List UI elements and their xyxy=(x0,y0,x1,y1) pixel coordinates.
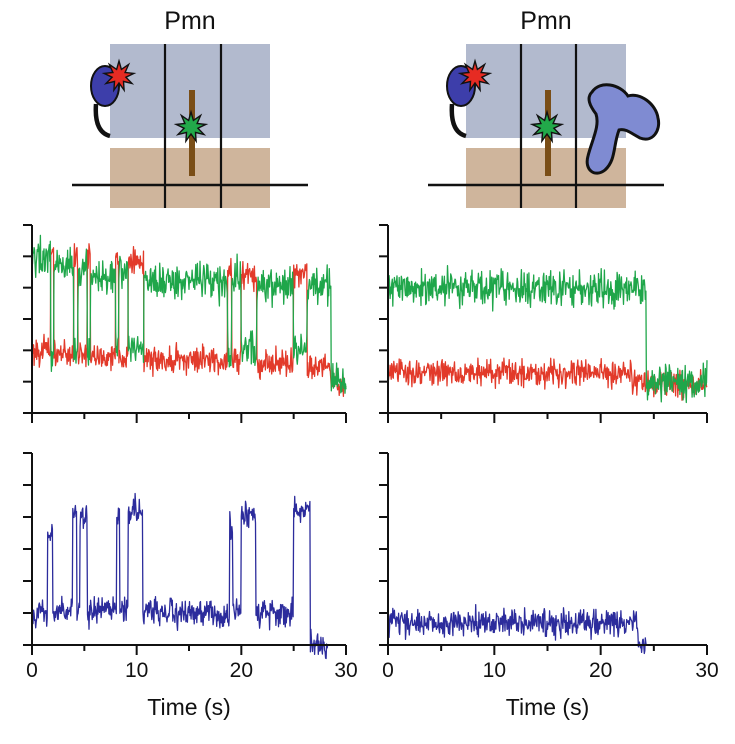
x-tick-label: 0 xyxy=(382,659,394,682)
cartoon-left: Pmn xyxy=(72,7,308,208)
series-donor-trace xyxy=(31,234,347,394)
efficiency-plot-left: 0 10 20 30 Time (s) xyxy=(23,452,358,720)
cartoon-right: Pmn xyxy=(428,7,664,208)
x-tick-label: 30 xyxy=(334,659,357,682)
x-tick-label: 10 xyxy=(125,659,148,682)
donor-star-icon xyxy=(529,109,565,144)
tether xyxy=(449,103,467,139)
x-tick-label: 30 xyxy=(695,659,718,682)
panel-right-title: Pmn xyxy=(520,7,571,35)
series-acceptor-trace xyxy=(31,243,347,397)
series-efficiency-trace xyxy=(31,492,347,660)
acceptor-star-icon xyxy=(101,58,137,93)
series-acceptor-trace xyxy=(387,357,708,401)
tether xyxy=(93,103,111,139)
x-axis-label: Time (s) xyxy=(506,694,589,720)
bound-protein-shape xyxy=(585,83,661,175)
x-tick-label: 10 xyxy=(483,659,506,682)
donor-star-icon xyxy=(173,109,209,144)
x-tick-label: 20 xyxy=(230,659,253,682)
fret-plot-right xyxy=(379,224,708,423)
efficiency-plot-right: 0 10 20 30 Time (s) xyxy=(379,452,719,720)
panel-left-title: Pmn xyxy=(164,7,215,35)
fret-plot-left xyxy=(23,224,347,423)
series-donor-trace xyxy=(387,264,708,404)
x-tick-label: 0 xyxy=(26,659,38,682)
acceptor-star-icon xyxy=(457,58,493,93)
x-tick-label: 20 xyxy=(589,659,612,682)
x-axis-label: Time (s) xyxy=(147,694,230,720)
